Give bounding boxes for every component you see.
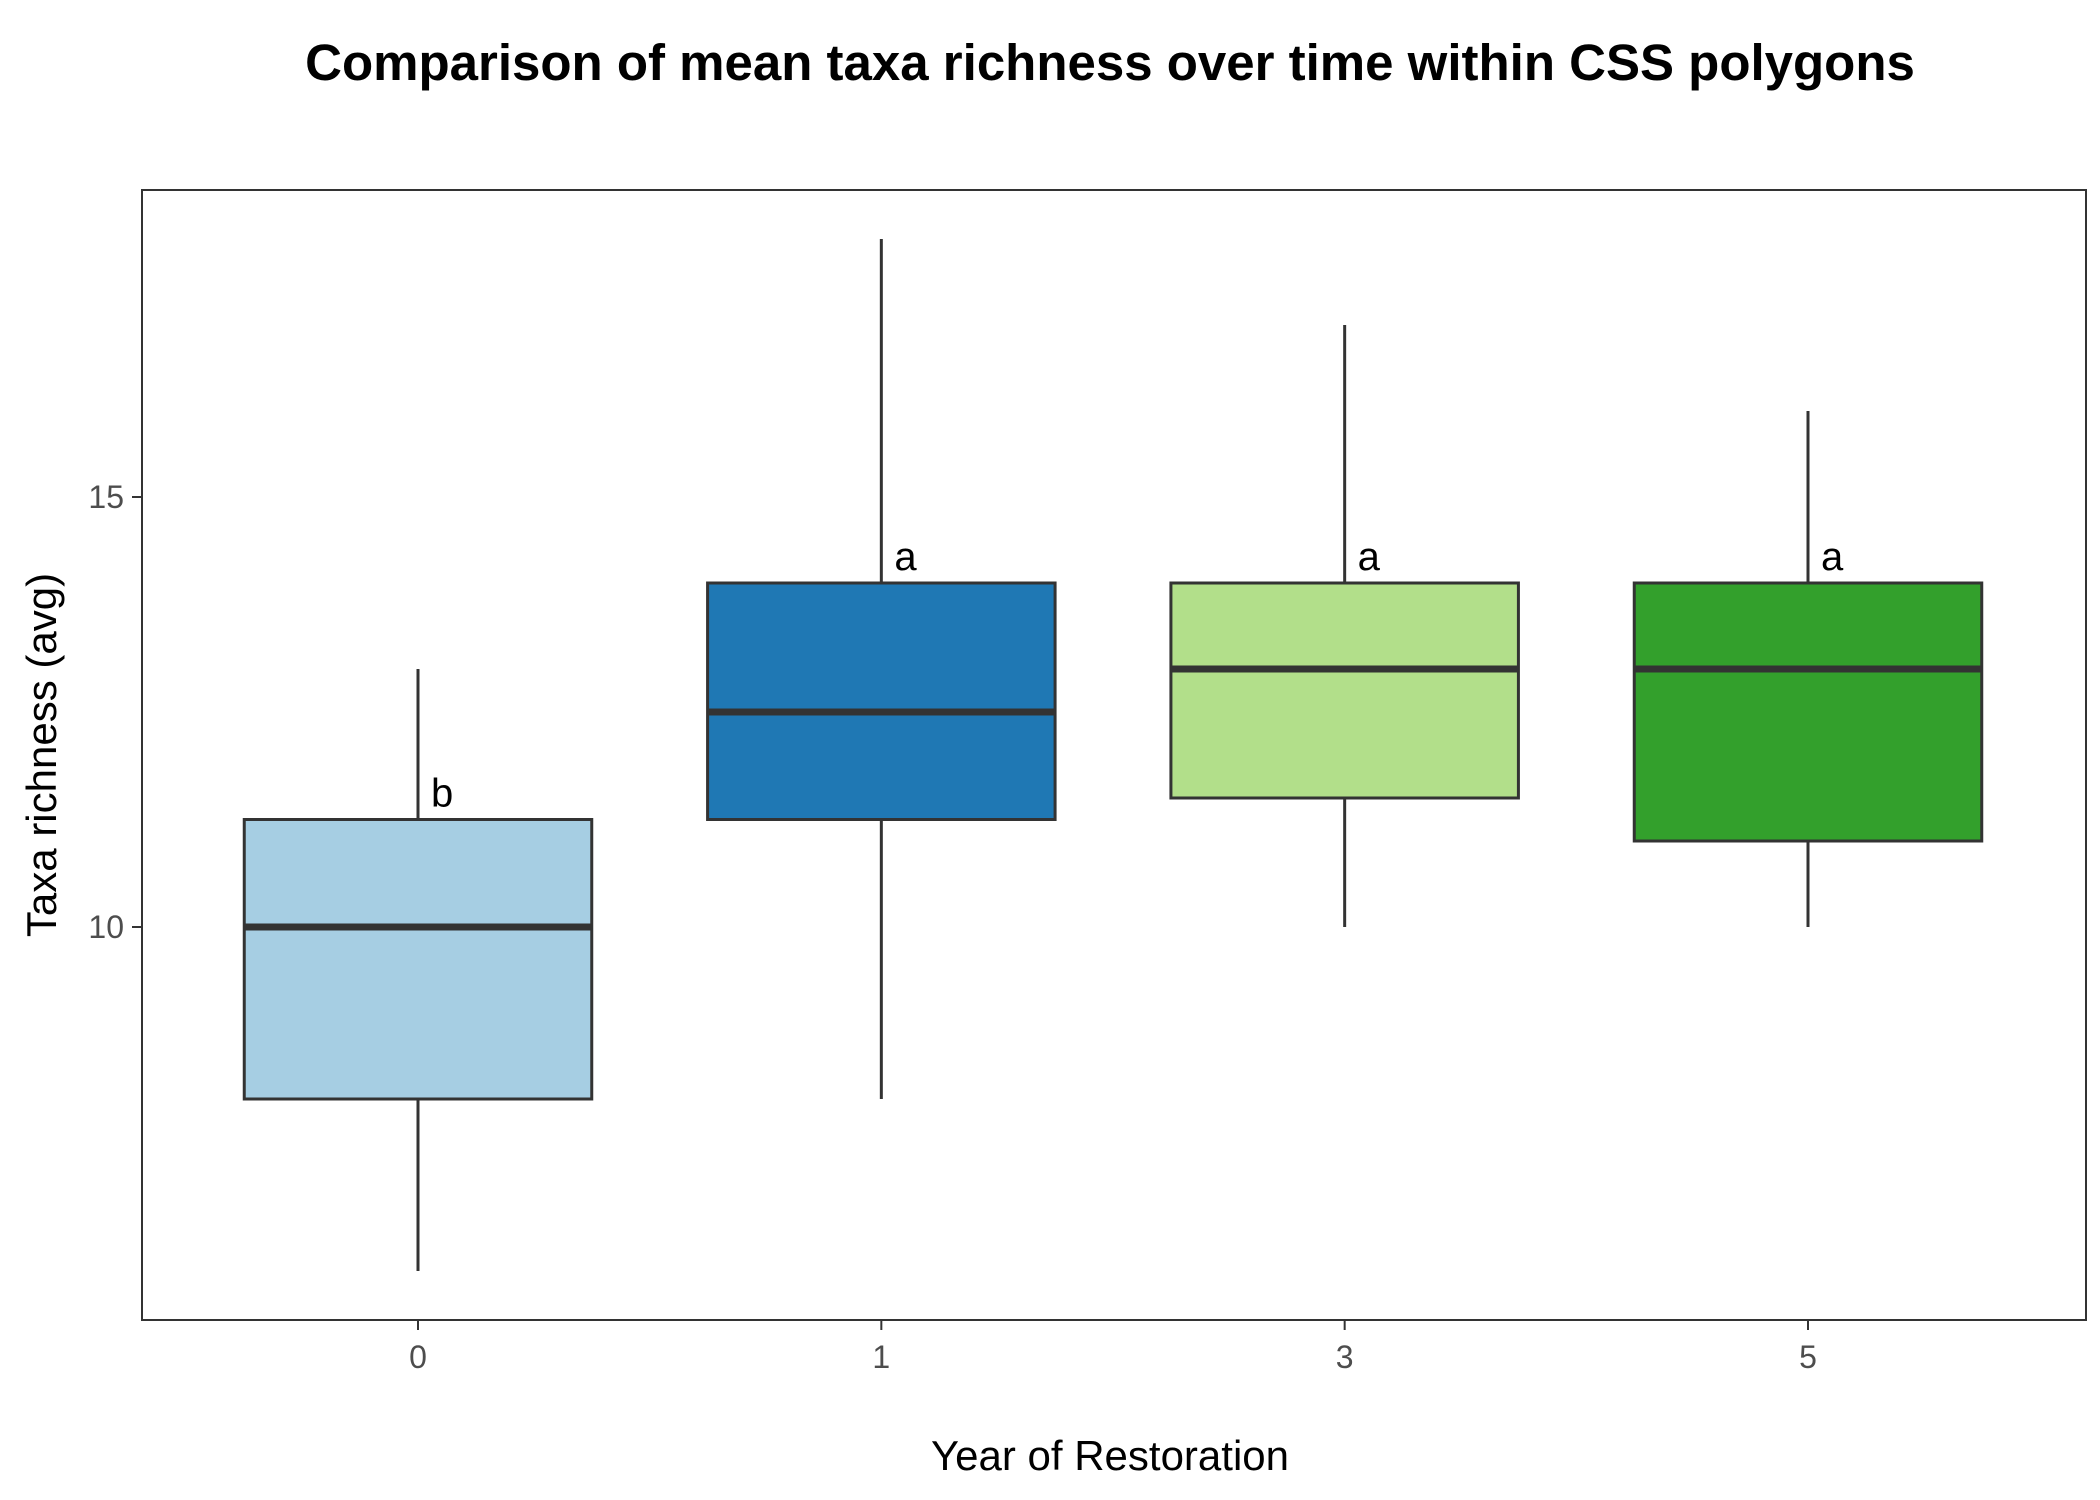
group-letter-label: a <box>1821 535 1844 579</box>
x-tick-label: 3 <box>1336 1339 1354 1375</box>
group-letter-label: a <box>1358 535 1381 579</box>
chart-title: Comparison of mean taxa richness over ti… <box>305 34 1915 91</box>
y-tick-label: 10 <box>88 909 124 945</box>
box-group-1: a <box>706 239 1057 1099</box>
box <box>1632 581 1984 843</box>
box-group-3: a <box>1169 325 1520 927</box>
plot-marks: b a a a <box>242 239 1984 1271</box>
box-group-0: b <box>242 669 594 1271</box>
x-tick-label: 5 <box>1799 1339 1817 1375</box>
box <box>1169 581 1520 800</box>
y-axis: 10 15 <box>88 479 142 945</box>
group-letter-label: b <box>431 772 453 816</box>
box <box>706 581 1057 821</box>
y-tick-label: 15 <box>88 479 124 515</box>
x-axis-title: Year of Restoration <box>931 1432 1289 1479</box>
x-axis: 0 1 3 5 <box>409 1320 1817 1375</box>
x-tick-label: 0 <box>409 1339 427 1375</box>
x-tick-label: 1 <box>872 1339 890 1375</box>
group-letter-label: a <box>894 535 917 579</box>
y-axis-title: Taxa richness (avg) <box>18 573 65 937</box>
box <box>242 818 594 1101</box>
box-group-5: a <box>1632 411 1984 927</box>
